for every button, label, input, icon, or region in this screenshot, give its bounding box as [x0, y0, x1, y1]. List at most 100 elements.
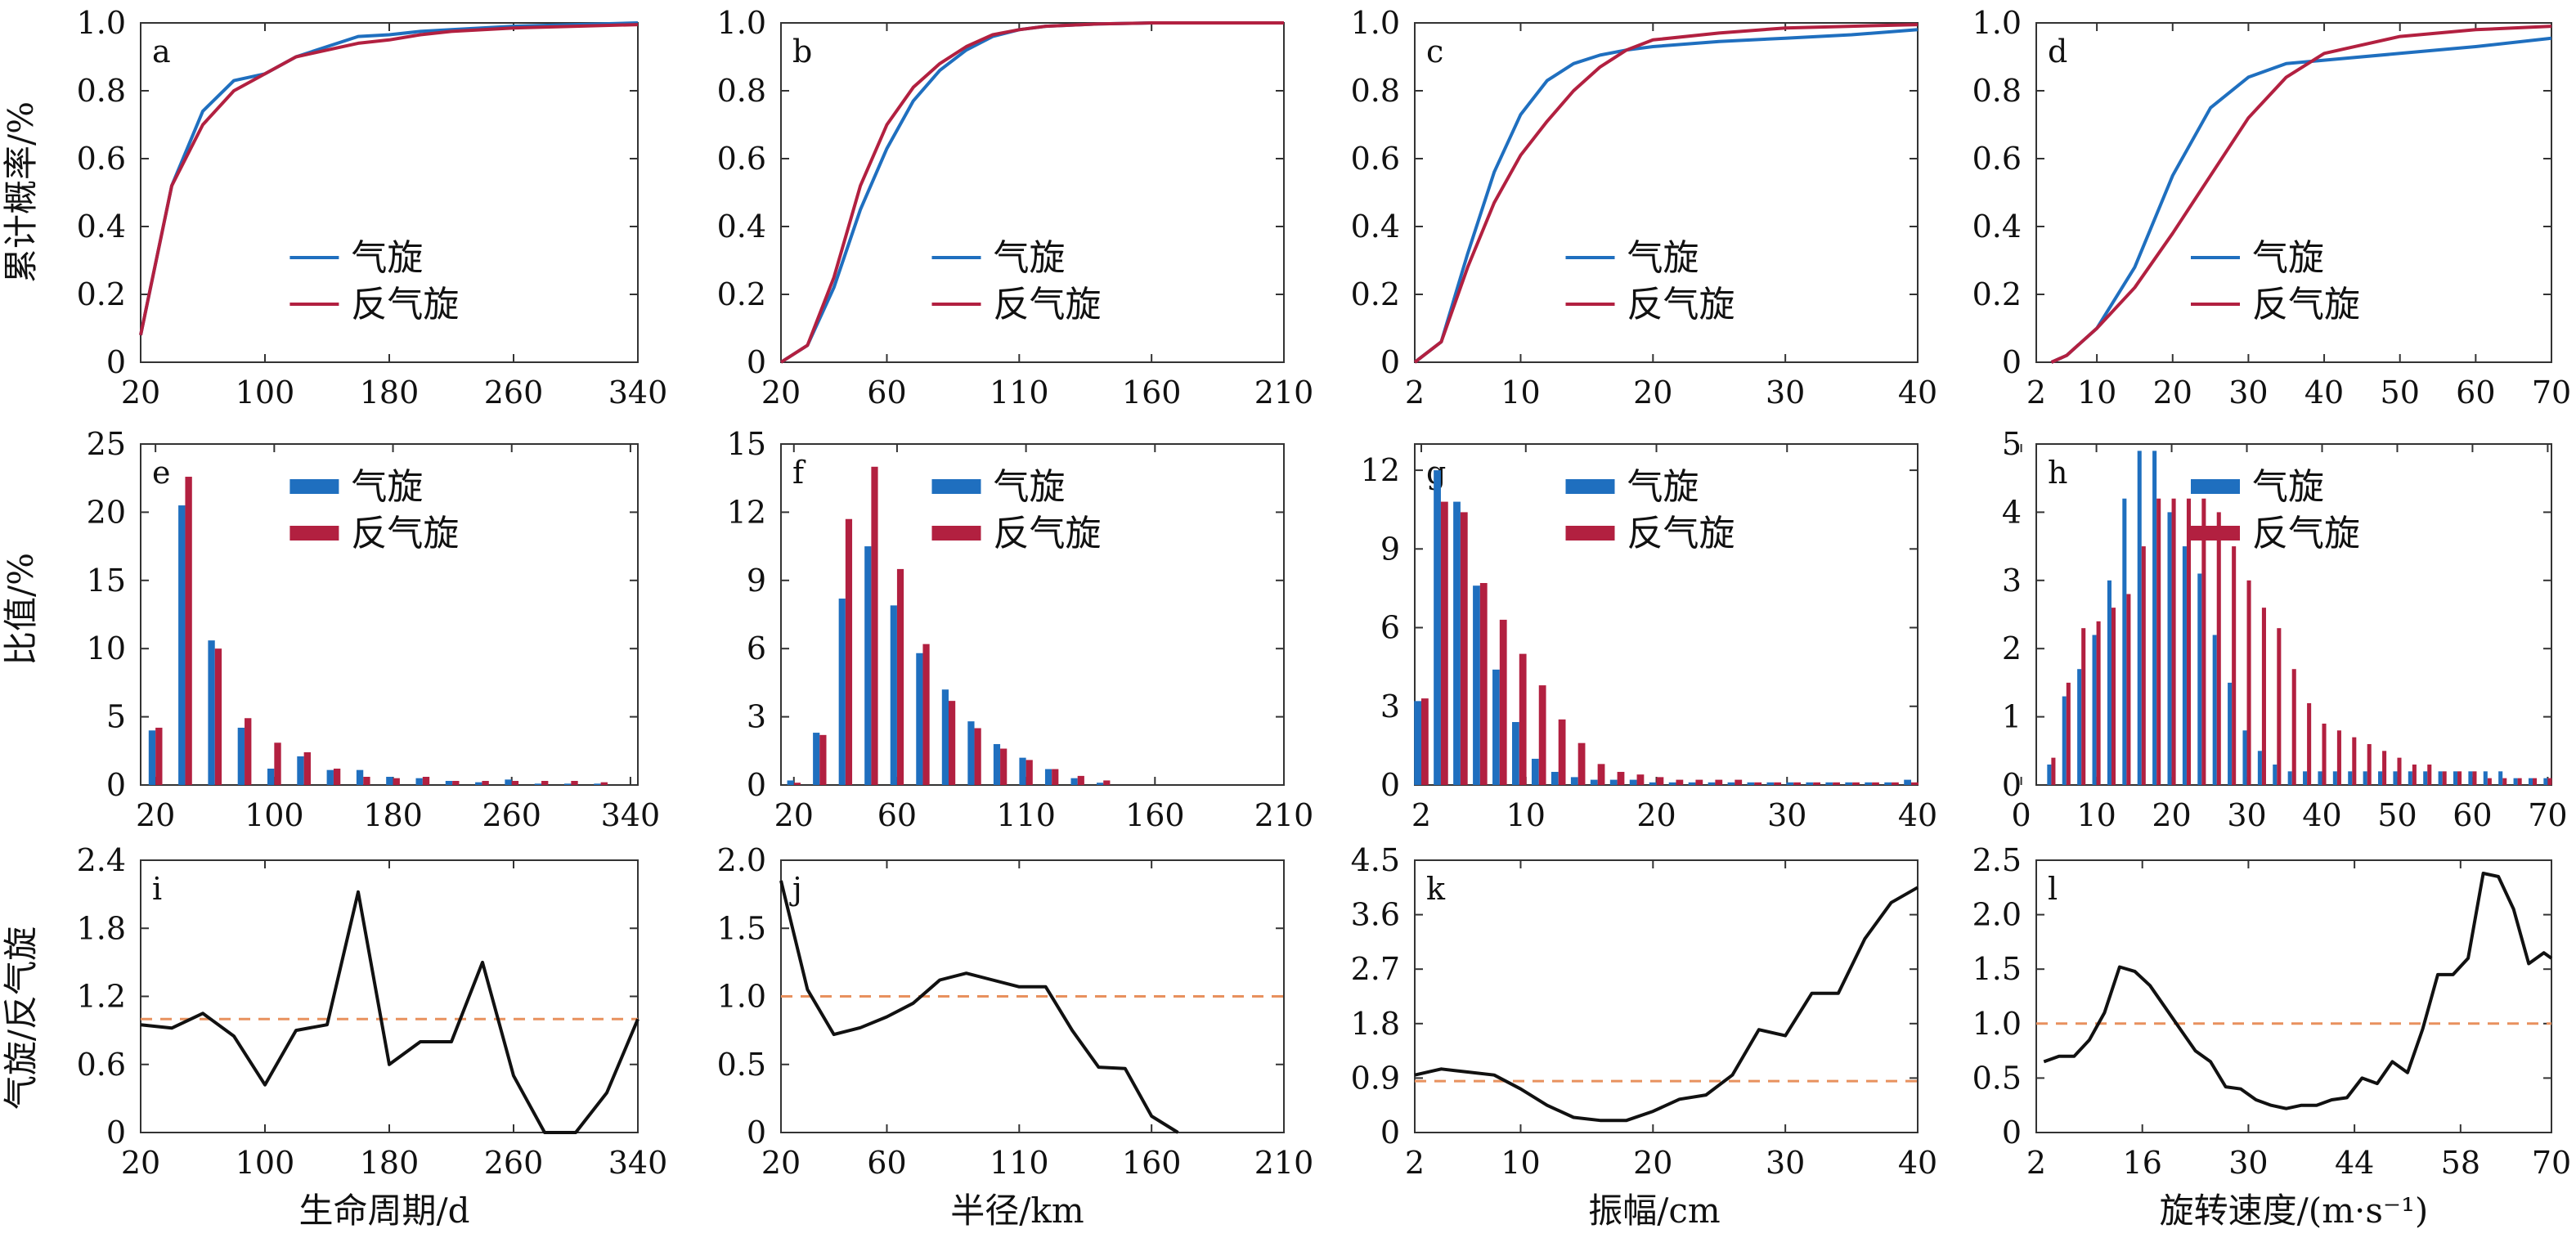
- x-tick-label: 100: [245, 797, 304, 833]
- legend-swatch: [2191, 526, 2240, 541]
- y-tick-label: 0.6: [1972, 141, 2022, 177]
- bar: [2047, 764, 2052, 785]
- panel-i: 0 0.6 1.2 1.8 2.4 20 100 180 260 340 i: [77, 842, 668, 1181]
- bar: [2543, 778, 2548, 785]
- legend-label: 气旋: [1627, 466, 1699, 508]
- bar: [2483, 771, 2488, 785]
- bar: [482, 780, 489, 785]
- y-tick-label: 3.6: [1351, 897, 1400, 933]
- y-tick-label: 12: [727, 494, 766, 530]
- bar: [326, 769, 334, 785]
- x-tick-label: 20: [761, 1145, 801, 1181]
- bar: [1617, 771, 1625, 785]
- bar: [2517, 778, 2522, 785]
- bar: [1460, 512, 1468, 785]
- bar: [2137, 451, 2142, 785]
- bar: [297, 756, 304, 785]
- bar: [2228, 682, 2233, 785]
- bar: [2077, 669, 2082, 785]
- bar: [1052, 769, 1059, 785]
- x-tick-label: 210: [1254, 375, 1314, 410]
- bar: [475, 782, 482, 785]
- panel-frame: [2035, 859, 2552, 1133]
- bar: [1872, 782, 1879, 785]
- bar: [1668, 782, 1676, 785]
- bar: [1904, 779, 1912, 785]
- bar: [1688, 782, 1696, 785]
- y-tick-label: 0.8: [1972, 73, 2022, 109]
- bar: [1499, 619, 1507, 785]
- bar: [787, 780, 794, 785]
- bar: [541, 780, 549, 785]
- bar: [1865, 782, 1873, 785]
- legend-swatch: [931, 479, 981, 494]
- panel-letter: e: [152, 455, 171, 491]
- bar: [214, 648, 222, 785]
- bar: [2322, 723, 2327, 785]
- bar: [386, 776, 393, 785]
- bar: [2051, 757, 2056, 785]
- bar: [2336, 730, 2341, 785]
- bar: [2242, 730, 2247, 785]
- bar: [2382, 751, 2387, 785]
- bar: [2367, 743, 2372, 785]
- x-tick-label: 30: [1766, 375, 1805, 410]
- bar: [1715, 779, 1723, 785]
- y-tick-label: 0: [747, 344, 766, 380]
- bar: [2453, 771, 2458, 785]
- series-line: [2050, 25, 2552, 364]
- bar: [1453, 501, 1461, 785]
- series-line: [1414, 886, 1919, 1123]
- bar: [974, 728, 981, 785]
- y-tick-label: 1.0: [717, 979, 766, 1015]
- bar: [1735, 779, 1743, 785]
- x-tick-label: 260: [482, 797, 541, 833]
- row-label-cdf: 累计概率/%: [1, 101, 41, 283]
- xlabel-amplitude: 振幅/cm: [1588, 1191, 1721, 1231]
- x-tick-label: 10: [1501, 1145, 1540, 1181]
- bar: [1570, 777, 1578, 785]
- bar: [1766, 782, 1775, 785]
- legend-label: 反气旋: [1627, 513, 1735, 554]
- panel-letter: k: [1426, 871, 1446, 907]
- x-tick-label: 30: [2227, 797, 2266, 833]
- bar: [949, 701, 956, 785]
- bar: [1754, 782, 1762, 785]
- bar: [1656, 777, 1664, 785]
- y-tick-label: 4.5: [1351, 842, 1400, 878]
- x-tick-label: 160: [1125, 797, 1185, 833]
- bar: [600, 782, 608, 785]
- y-tick-label: 0: [2002, 767, 2022, 803]
- bar: [1852, 782, 1860, 785]
- bar: [1420, 698, 1429, 785]
- bar: [2303, 771, 2308, 785]
- x-tick-label: 180: [363, 797, 423, 833]
- bar: [922, 644, 930, 785]
- x-tick-label: 20: [121, 375, 160, 410]
- y-tick-label: 1.5: [717, 910, 766, 946]
- y-tick-label: 1.2: [77, 979, 126, 1015]
- bar: [871, 466, 878, 785]
- x-tick-label: 180: [360, 375, 420, 410]
- row-label-ratio-pct: 比值/%: [1, 553, 41, 666]
- bar: [2438, 771, 2443, 785]
- panel-letter: l: [2048, 871, 2058, 907]
- bar: [1577, 742, 1586, 785]
- x-tick-label: 20: [136, 797, 175, 833]
- x-tick-label: 60: [2456, 375, 2495, 410]
- x-tick-label: 10: [2077, 375, 2116, 410]
- x-tick-label: 20: [2153, 375, 2192, 410]
- bar: [2152, 451, 2157, 785]
- panel-j: 0 0.5 1.0 1.5 2.0 20 60 110 160 210 j: [717, 842, 1314, 1181]
- y-tick-label: 10: [87, 630, 126, 666]
- bar: [2212, 635, 2217, 785]
- bar: [2487, 778, 2492, 785]
- bar: [2348, 771, 2353, 785]
- bar: [2201, 498, 2206, 785]
- bar: [1440, 501, 1448, 785]
